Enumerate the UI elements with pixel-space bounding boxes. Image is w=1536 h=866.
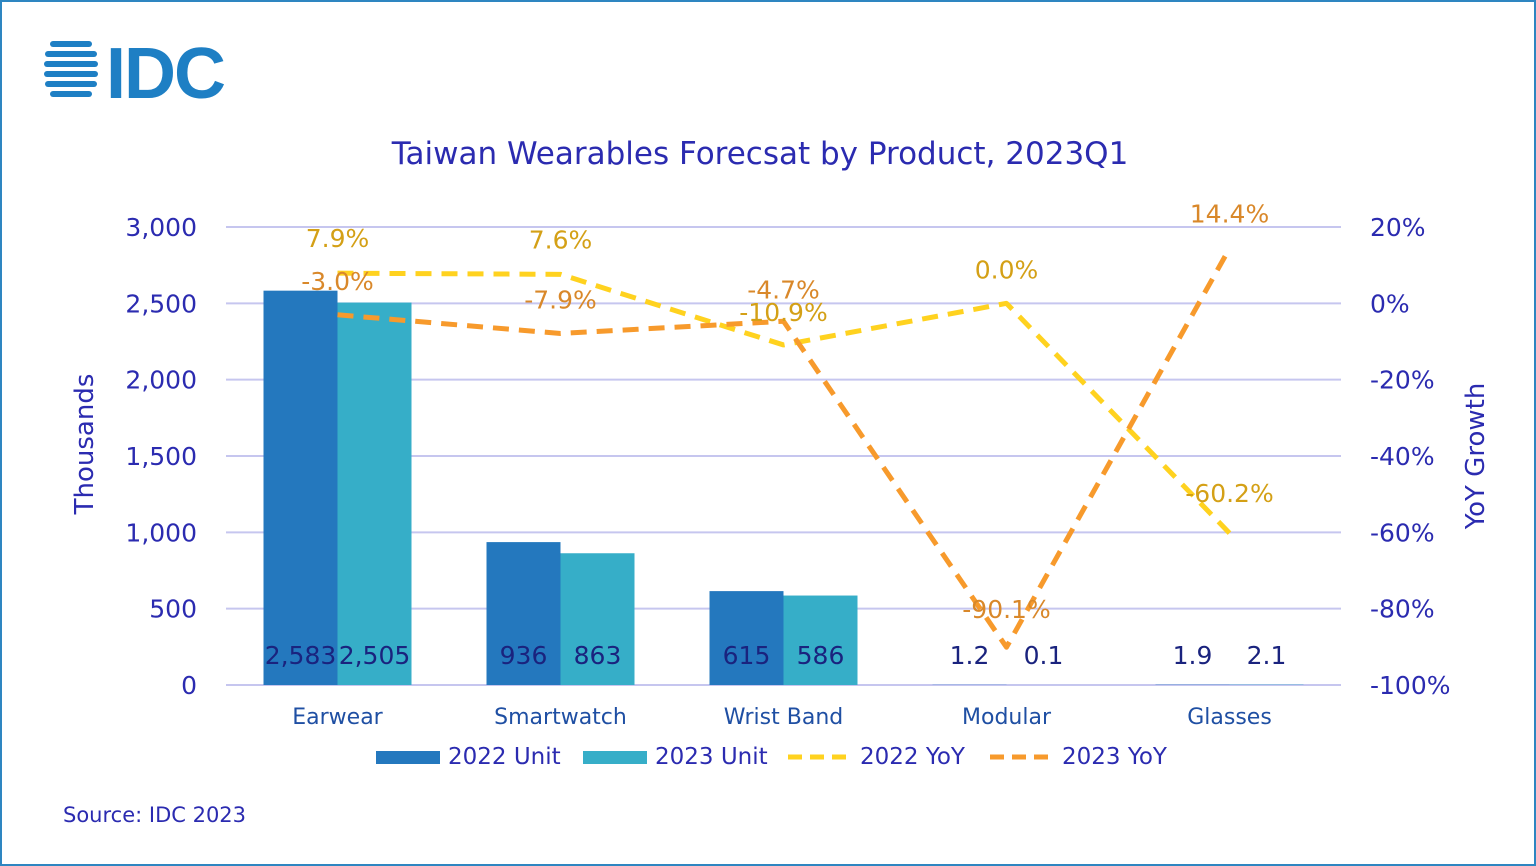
y2-tick-label: -100%	[1370, 671, 1451, 700]
bar-2022-unit	[486, 542, 561, 685]
source-note: Source: IDC 2023	[63, 803, 247, 827]
y2-axis-ticks: -100% -80% -60% -40% -20% 0% 20%	[1370, 213, 1451, 700]
x-category-label: Smartwatch	[494, 705, 627, 730]
y-tick-label: 0	[181, 671, 197, 700]
legend-label: 2023 Unit	[655, 744, 768, 770]
x-category-label: Modular	[962, 705, 1052, 730]
yoy-data-label: -90.1%	[962, 595, 1050, 624]
bar-value-label: 863	[574, 641, 622, 670]
x-category-label: Wrist Band	[724, 705, 844, 730]
yoy-data-label: 7.6%	[529, 225, 593, 254]
yoy-data-label: -7.9%	[524, 285, 597, 314]
bar-value-label: 2,583	[265, 641, 337, 670]
legend-label: 2022 YoY	[860, 744, 966, 770]
bar-value-label: 2,505	[339, 641, 411, 670]
y-axis-ticks: 0 500 1,000 1,500 2,000 2,500 3,000	[125, 213, 197, 700]
logo-text: IDC	[106, 38, 225, 104]
line-labels: 7.9% 7.6% -10.9% 0.0% -60.2% -3.0% -7.9% -4.7% -…	[301, 199, 1274, 624]
legend-label: 2023 YoY	[1062, 744, 1168, 770]
y-tick-label: 3,000	[125, 213, 197, 242]
bar-2023-unit	[783, 595, 858, 685]
yoy-data-label: 7.9%	[306, 224, 370, 253]
line-2023-yoy	[337, 247, 1232, 650]
yoy-data-label: 0.0%	[975, 255, 1039, 284]
y-tick-label: 500	[149, 595, 197, 624]
yoy-lines	[337, 247, 1232, 650]
bar-value-label: 1.2	[950, 641, 990, 670]
yoy-data-label: -10.9%	[739, 298, 827, 327]
bar-labels: 2,583 936 615 1.2 1.9 2,505 863 586 0.1 2.1	[265, 641, 1287, 670]
y2-tick-label: -60%	[1370, 518, 1435, 547]
bar-value-label: 615	[723, 641, 771, 670]
legend: 2022 Unit 2023 Unit 2022 YoY 2023 YoY	[376, 744, 1168, 770]
line-2022-yoy	[337, 270, 1232, 535]
bar-value-label: 1.9	[1173, 641, 1213, 670]
x-axis-categories: Earwear Smartwatch Wrist Band Modular Glasse…	[292, 705, 1272, 730]
yoy-data-label: -4.7%	[747, 275, 820, 304]
x-category-label: Earwear	[292, 705, 383, 730]
globe-icon	[44, 41, 98, 97]
y2-tick-label: -40%	[1370, 442, 1435, 471]
bar-2023-unit	[337, 302, 412, 685]
bar-2022-unit	[263, 290, 338, 685]
y2-tick-label: -80%	[1370, 595, 1435, 624]
bar-2023-unit	[560, 553, 635, 685]
legend-label: 2022 Unit	[448, 744, 561, 770]
y-tick-label: 2,000	[125, 366, 197, 395]
legend-swatch-bar	[376, 751, 440, 764]
y-tick-label: 2,500	[125, 289, 197, 318]
bar-value-label: 586	[797, 641, 845, 670]
chart-title: Taiwan Wearables Forecsat by Product, 20…	[391, 136, 1129, 172]
y-axis-title: Thousands	[70, 374, 100, 516]
y2-tick-label: 0%	[1370, 289, 1410, 318]
y-tick-label: 1,000	[125, 518, 197, 547]
bar-value-label: 2.1	[1247, 641, 1287, 670]
yoy-data-label: -3.0%	[301, 267, 374, 296]
bar-value-label: 936	[500, 641, 548, 670]
bars	[263, 290, 1304, 685]
y-tick-label: 1,500	[125, 442, 197, 471]
yoy-data-label: 14.4%	[1190, 199, 1269, 228]
idc-logo: IDC	[44, 38, 227, 104]
x-category-label: Glasses	[1187, 705, 1272, 730]
bar-value-label: 0.1	[1024, 641, 1064, 670]
y2-axis-title: YoY Growth	[1461, 383, 1491, 531]
y2-tick-label: 20%	[1370, 213, 1426, 242]
bar-2022-unit	[709, 591, 784, 685]
y2-tick-label: -20%	[1370, 366, 1435, 395]
yoy-data-label: -60.2%	[1185, 479, 1273, 508]
legend-swatch-bar	[583, 751, 647, 764]
